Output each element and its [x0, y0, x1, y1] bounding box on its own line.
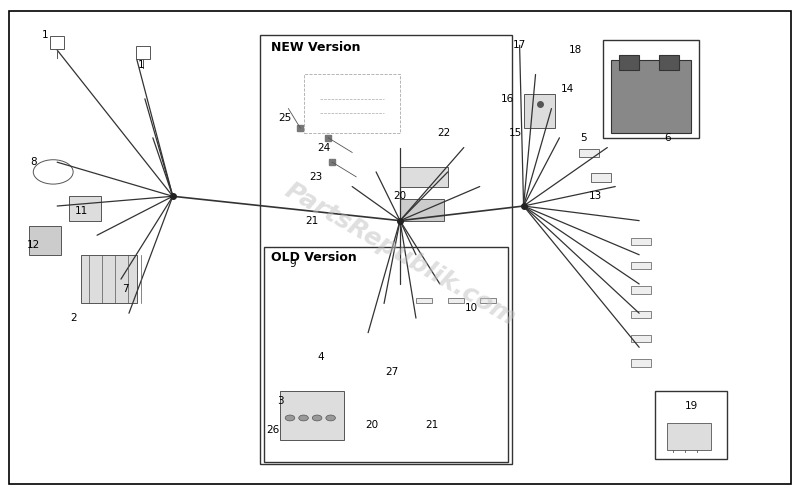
Bar: [400, 167, 448, 187]
Text: 20: 20: [366, 420, 378, 430]
Bar: [50, 36, 64, 49]
Text: 25: 25: [278, 113, 291, 123]
Bar: [304, 74, 400, 133]
Bar: [631, 262, 651, 270]
Text: 15: 15: [509, 128, 522, 138]
Text: 1: 1: [42, 30, 49, 41]
Bar: [136, 46, 150, 59]
Text: 8: 8: [30, 157, 37, 167]
Bar: [281, 391, 344, 440]
Text: 26: 26: [266, 425, 279, 435]
Bar: [659, 55, 679, 70]
Bar: [81, 255, 137, 303]
Text: 1: 1: [138, 60, 144, 70]
Bar: [611, 60, 691, 133]
Bar: [265, 247, 508, 462]
Text: PartsRepublik.com: PartsRepublik.com: [280, 179, 520, 331]
Bar: [631, 335, 651, 343]
Text: 24: 24: [318, 143, 331, 152]
Bar: [591, 173, 611, 182]
Bar: [631, 287, 651, 294]
Text: 9: 9: [289, 260, 296, 270]
Text: 3: 3: [277, 396, 284, 406]
Bar: [619, 55, 639, 70]
Bar: [416, 297, 432, 303]
Text: NEW Version: NEW Version: [271, 41, 360, 54]
Text: 16: 16: [501, 94, 514, 104]
Circle shape: [298, 415, 308, 421]
Text: 13: 13: [589, 191, 602, 201]
Bar: [603, 40, 699, 138]
Text: 27: 27: [386, 367, 398, 377]
Bar: [631, 360, 651, 367]
Text: 21: 21: [426, 420, 438, 430]
Bar: [69, 196, 101, 220]
Text: 20: 20: [394, 191, 406, 201]
Bar: [579, 148, 599, 157]
Circle shape: [285, 415, 294, 421]
Text: 21: 21: [306, 216, 319, 225]
Text: 10: 10: [465, 303, 478, 313]
Text: 6: 6: [664, 133, 670, 143]
Text: 22: 22: [438, 128, 450, 138]
Bar: [667, 423, 711, 450]
Text: 2: 2: [70, 313, 77, 323]
Text: 19: 19: [684, 401, 698, 411]
Bar: [655, 391, 727, 460]
Text: 4: 4: [317, 352, 323, 362]
Bar: [448, 297, 464, 303]
Bar: [261, 35, 512, 464]
Text: 14: 14: [561, 84, 574, 94]
Bar: [400, 199, 444, 221]
Circle shape: [326, 415, 335, 421]
Text: 18: 18: [569, 45, 582, 55]
Circle shape: [312, 415, 322, 421]
Text: 12: 12: [26, 240, 40, 250]
Text: 5: 5: [580, 133, 586, 143]
Text: 17: 17: [513, 40, 526, 50]
Text: 23: 23: [310, 172, 323, 182]
Bar: [631, 311, 651, 318]
Bar: [30, 225, 61, 255]
Bar: [523, 94, 555, 128]
Text: 7: 7: [122, 284, 128, 294]
Text: OLD Version: OLD Version: [271, 251, 357, 264]
Bar: [480, 297, 496, 303]
Bar: [631, 238, 651, 245]
Text: 11: 11: [74, 206, 88, 216]
